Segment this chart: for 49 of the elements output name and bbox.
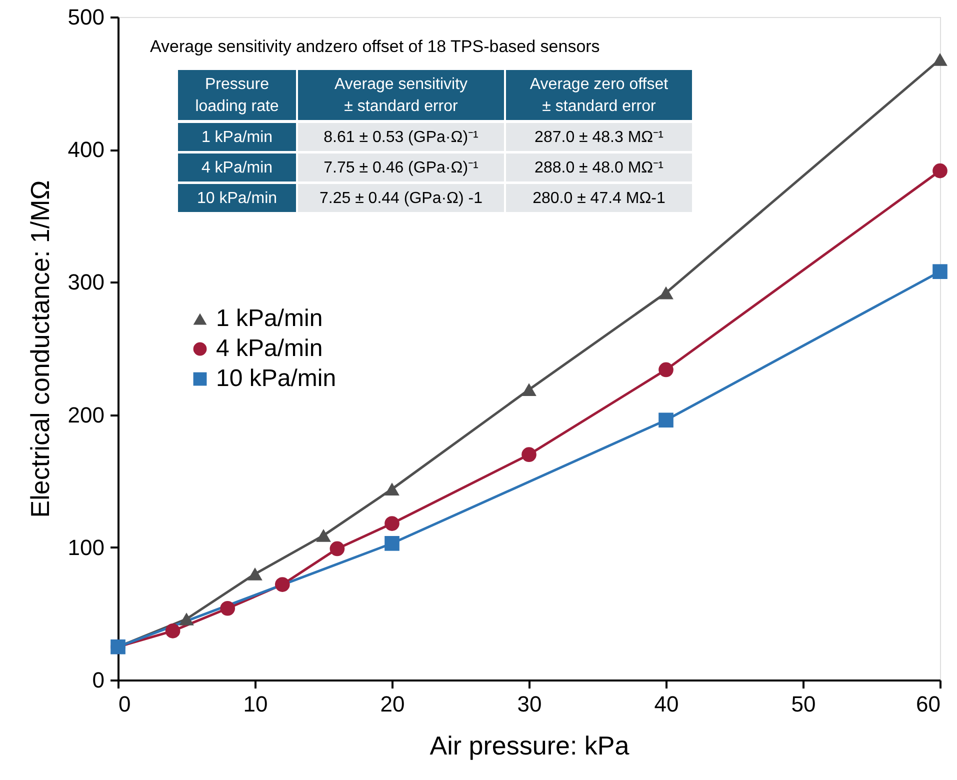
x-tick-label: 50 bbox=[791, 692, 816, 716]
point bbox=[384, 536, 400, 551]
annotation: Average sensitivity ± standard error bbox=[334, 76, 468, 115]
point bbox=[384, 482, 400, 496]
annotation: Pressure loading rate bbox=[195, 76, 279, 115]
point bbox=[384, 516, 400, 531]
x-tick-label: 60 bbox=[916, 692, 940, 716]
annotation: 1 kPa/min bbox=[201, 129, 273, 146]
annotation: 10 kPa/min bbox=[196, 190, 278, 207]
y-tick-label: 200 bbox=[68, 402, 104, 428]
y-tick-label: 0 bbox=[92, 668, 104, 692]
legend-label: 10 kPa/min bbox=[216, 365, 336, 392]
annotation: 288.0 ± 48.0 MΩ⁻¹ bbox=[534, 160, 664, 176]
point bbox=[316, 529, 331, 542]
annotation: 7.25 ± 0.44 (GPa·Ω) -1 bbox=[319, 190, 483, 207]
point bbox=[522, 383, 536, 396]
point bbox=[165, 624, 180, 638]
point bbox=[274, 577, 290, 592]
y-tick-label: 300 bbox=[68, 270, 104, 295]
point bbox=[248, 567, 262, 580]
point bbox=[179, 612, 194, 626]
y-tick-label: 400 bbox=[68, 137, 104, 162]
point bbox=[220, 600, 236, 616]
annotation: 7.75 ± 0.46 (GPa·Ω)⁻¹ bbox=[324, 160, 478, 176]
x-tick-label: 20 bbox=[380, 692, 405, 716]
point bbox=[330, 541, 345, 556]
annotation: 280.0 ± 47.4 MΩ-1 bbox=[532, 190, 666, 207]
annotation: 287.0 ± 48.3 MΩ⁻¹ bbox=[534, 129, 664, 146]
legend-label: 1 kPa/min bbox=[216, 305, 323, 332]
point bbox=[658, 362, 674, 378]
annotation: 8.61 ± 0.53 (GPa·Ω)⁻¹ bbox=[324, 129, 478, 146]
point bbox=[932, 163, 948, 178]
point bbox=[658, 412, 674, 428]
legend-label: 4 kPa/min bbox=[216, 335, 323, 362]
x-tick-label: 10 bbox=[243, 692, 268, 716]
annotation: Average sensitivity andzero offset of 18 TPS-based sensors bbox=[150, 37, 600, 56]
y-tick-label: 100 bbox=[68, 534, 104, 560]
x-tick-label: 0 bbox=[118, 692, 131, 716]
y-axis-title: Electrical conductance: 1/MΩ bbox=[24, 180, 55, 518]
annotation: Average zero offset ± standard error bbox=[530, 76, 669, 115]
point bbox=[658, 286, 674, 300]
point bbox=[932, 264, 948, 280]
annotation: 4 kPa/min bbox=[201, 160, 273, 176]
x-axis-title: Air pressure: kPa bbox=[430, 730, 630, 760]
y-tick-label: 500 bbox=[68, 4, 104, 30]
point bbox=[522, 447, 536, 462]
x-tick-label: 40 bbox=[654, 692, 679, 716]
point bbox=[932, 53, 948, 66]
x-tick-label: 30 bbox=[517, 692, 542, 716]
